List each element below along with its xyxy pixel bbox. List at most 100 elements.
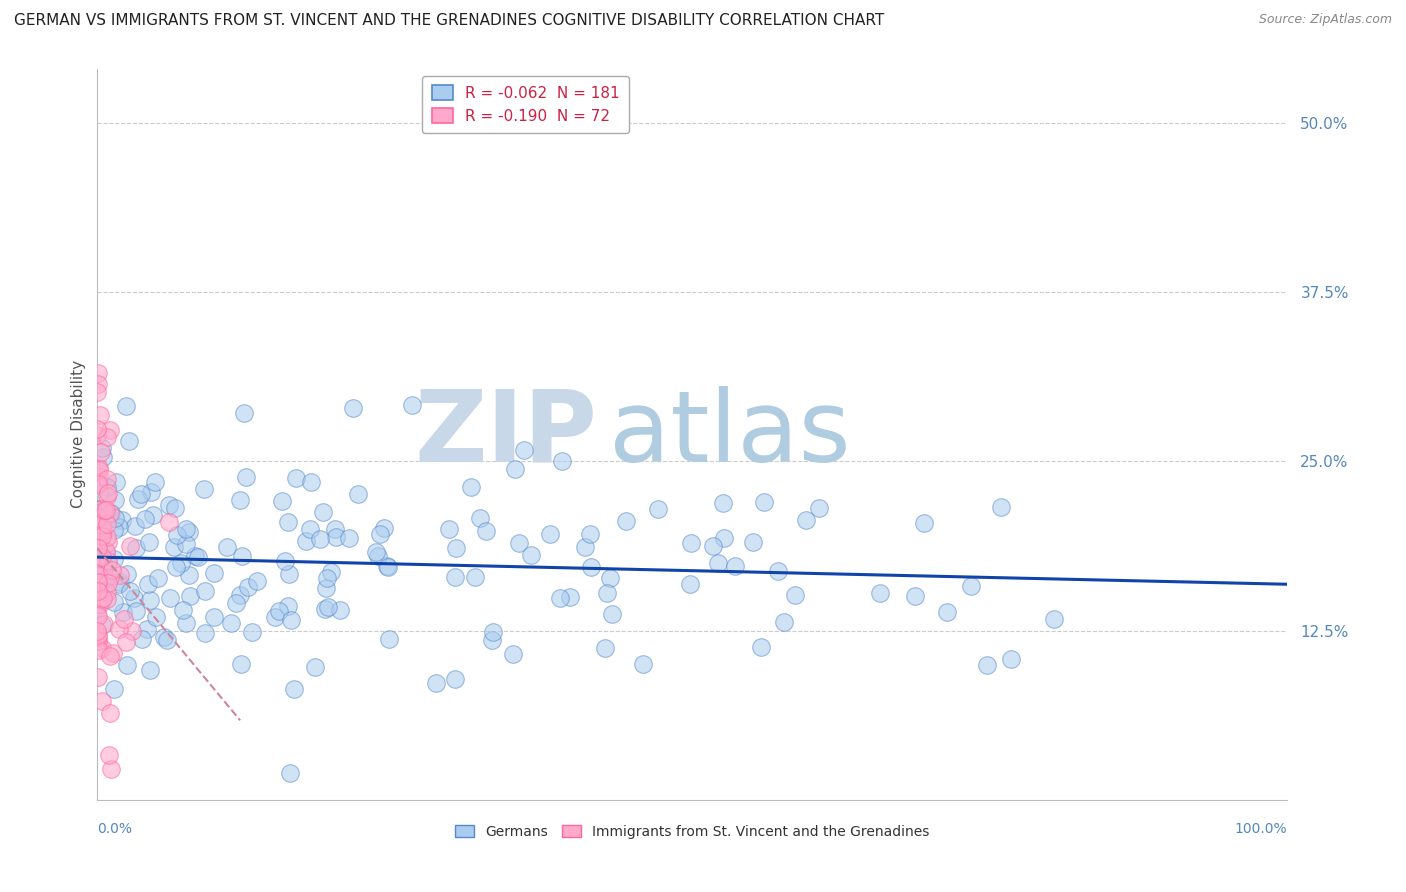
Point (679, 577, 702, 591)
Point (96, 480, 118, 494)
Point (163, 540, 186, 554)
Point (87, 510, 110, 524)
Point (87, 643, 110, 657)
Point (131, 487, 153, 501)
Point (935, 605, 957, 619)
Point (139, 663, 162, 677)
Point (647, 501, 669, 516)
Point (134, 512, 156, 526)
Point (614, 514, 637, 528)
Point (401, 398, 423, 412)
Point (309, 533, 332, 547)
Point (135, 622, 157, 636)
Point (482, 625, 505, 640)
Point (96, 592, 118, 607)
Point (87, 549, 110, 564)
Point (444, 570, 467, 584)
Point (96, 430, 118, 444)
Point (558, 591, 581, 605)
Point (101, 563, 124, 577)
Point (86, 428, 108, 442)
Point (96, 544, 118, 558)
Point (125, 604, 148, 618)
Point (202, 566, 225, 580)
Point (98, 570, 121, 584)
Point (103, 646, 125, 660)
Point (538, 527, 561, 541)
Point (773, 615, 796, 630)
Point (347, 487, 370, 501)
Point (107, 577, 129, 591)
Point (86, 575, 108, 590)
Point (1000, 652, 1022, 666)
Point (96, 489, 118, 503)
Point (87, 536, 110, 550)
Point (98, 507, 121, 521)
Point (741, 535, 763, 549)
Point (264, 610, 287, 624)
Text: 100.0%: 100.0% (1234, 822, 1286, 836)
Point (593, 641, 616, 656)
Point (194, 583, 217, 598)
Point (104, 511, 127, 525)
Point (91, 549, 114, 564)
Point (98, 747, 121, 762)
Point (107, 622, 129, 636)
Point (145, 609, 167, 624)
Point (124, 519, 146, 533)
Point (115, 658, 138, 673)
Point (184, 549, 207, 563)
Point (163, 500, 186, 515)
Point (179, 524, 201, 539)
Point (377, 558, 399, 573)
Point (98, 648, 121, 663)
Point (299, 475, 322, 490)
Point (364, 544, 387, 558)
Point (142, 508, 165, 522)
Point (131, 632, 153, 647)
Point (118, 434, 141, 449)
Point (520, 548, 543, 562)
Point (368, 526, 391, 541)
Point (139, 593, 162, 607)
Point (159, 498, 181, 512)
Point (274, 554, 297, 568)
Point (325, 530, 347, 544)
Point (278, 766, 301, 780)
Point (229, 657, 252, 672)
Point (108, 568, 131, 582)
Point (89, 484, 111, 499)
Point (551, 454, 574, 468)
Point (96, 517, 118, 532)
Point (87, 574, 110, 589)
Point (724, 558, 747, 573)
Point (468, 511, 491, 525)
Point (284, 471, 307, 485)
Point (96, 572, 118, 586)
Point (702, 540, 724, 554)
Point (912, 516, 935, 531)
Point (315, 581, 337, 595)
Point (976, 657, 998, 672)
Point (86, 624, 108, 639)
Point (312, 505, 335, 519)
Point (86, 523, 108, 537)
Point (277, 599, 299, 614)
Text: GERMAN VS IMMIGRANTS FROM ST. VINCENT AND THE GRENADINES COGNITIVE DISABILITY CO: GERMAN VS IMMIGRANTS FROM ST. VINCENT AN… (14, 13, 884, 29)
Point (103, 595, 125, 609)
Point (283, 681, 305, 696)
Point (474, 524, 496, 539)
Point (280, 613, 302, 627)
Point (794, 513, 817, 527)
Point (91, 501, 114, 516)
Point (464, 570, 486, 584)
Point (269, 604, 291, 618)
Point (111, 513, 134, 527)
Point (337, 531, 360, 545)
Point (202, 610, 225, 624)
Point (174, 537, 197, 551)
Point (90, 518, 112, 533)
Point (136, 577, 159, 591)
Point (215, 540, 238, 554)
Point (90, 560, 112, 574)
